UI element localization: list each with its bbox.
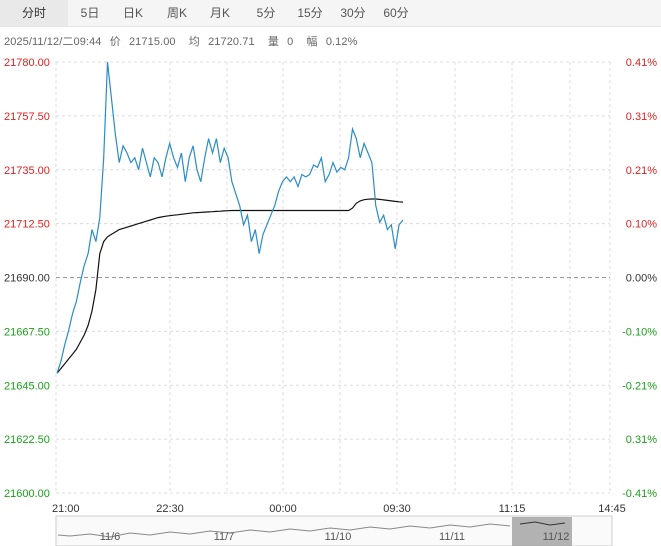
period-tabbar: 分时 5日 日K 周K 月K 5分 15分 30分 60分 bbox=[0, 0, 661, 27]
price-value: 21715.00 bbox=[128, 36, 176, 48]
navigator-current-line bbox=[519, 521, 566, 526]
tab-4[interactable]: 月K bbox=[209, 6, 230, 20]
y-tick-left: 21780.00 bbox=[4, 57, 50, 69]
x-tick: 22:30 bbox=[156, 503, 184, 515]
y-tick-right: 0.31% bbox=[626, 434, 657, 446]
change-label: 幅 bbox=[306, 36, 318, 48]
tab-0[interactable]: 分时 bbox=[0, 0, 68, 26]
y-tick-right: 0.31% bbox=[626, 111, 657, 123]
y-tick-left: 21645.00 bbox=[4, 380, 50, 392]
navigator-window bbox=[512, 517, 572, 546]
tab-8[interactable]: 60分 bbox=[383, 6, 409, 20]
volume-label: 量 bbox=[267, 36, 280, 48]
series-lines bbox=[56, 61, 404, 374]
y-tick-right: 0.41% bbox=[626, 57, 657, 69]
x-tick: 00:00 bbox=[269, 503, 297, 515]
navigator-date-label: 11/10 bbox=[325, 531, 352, 543]
y-tick-right: -0.10% bbox=[622, 326, 657, 338]
navigator-date-label: 11/6 bbox=[100, 531, 121, 543]
tab-5[interactable]: 5分 bbox=[256, 6, 276, 20]
y-tick-left: 21600.00 bbox=[4, 488, 50, 500]
y-tick-right: -0.21% bbox=[622, 380, 657, 392]
y-tick-left: 21735.00 bbox=[4, 165, 50, 177]
volume-value: 0 bbox=[287, 36, 294, 48]
y-tick-right: 0.21% bbox=[626, 165, 657, 177]
range-navigator[interactable]: 11/6 11/7 11/10 11/11 11/12 bbox=[55, 515, 613, 546]
y-tick-right: 0.10% bbox=[626, 219, 657, 231]
right-percent-axis: 0.41% 0.31% 0.21% 0.10% 0.00% -0.10% -0.21% 0.3… bbox=[622, 57, 657, 500]
y-tick-right: -0.41% bbox=[622, 488, 657, 500]
tab-6[interactable]: 15分 bbox=[297, 6, 323, 20]
y-tick-left: 21757.50 bbox=[4, 111, 50, 123]
navigator-date-label: 11/12 bbox=[543, 531, 570, 543]
x-tick: 21:00 bbox=[52, 503, 80, 515]
y-tick-left: 21712.50 bbox=[4, 219, 50, 231]
quote-info-bar: 2025/11/12/二09:44 价 21715.00 均 21720.71 … bbox=[4, 33, 368, 49]
time-axis: 21:00 22:30 00:00 09:30 11:15 14:45 bbox=[52, 503, 626, 515]
tab-3[interactable]: 周K bbox=[166, 6, 187, 20]
x-tick: 14:45 bbox=[598, 503, 626, 515]
price-line bbox=[56, 61, 404, 374]
avg-label: 均 bbox=[188, 36, 200, 48]
navigator-date-label: 11/7 bbox=[214, 531, 235, 543]
tab-1[interactable]: 5日 bbox=[80, 6, 100, 20]
left-price-axis: 21780.00 21757.50 21735.00 21712.50 21690.00… bbox=[4, 57, 50, 500]
y-tick-left: 21622.50 bbox=[4, 434, 50, 446]
avg-value: 21720.71 bbox=[208, 36, 255, 48]
change-value: 0.12% bbox=[325, 36, 358, 48]
tab-2[interactable]: 日K bbox=[122, 6, 143, 20]
x-tick: 11:15 bbox=[499, 503, 526, 515]
y-tick-left: 21690.00 bbox=[4, 273, 50, 285]
tab-7[interactable]: 30分 bbox=[340, 6, 366, 20]
y-tick-left: 21667.50 bbox=[4, 326, 50, 338]
price-label: 价 bbox=[109, 36, 121, 48]
navigator-overview-line bbox=[57, 523, 511, 538]
average-line bbox=[56, 198, 404, 374]
y-tick-right: 0.00% bbox=[626, 273, 657, 285]
grid-lines bbox=[55, 61, 611, 494]
navigator-date-label: 11/11 bbox=[439, 531, 465, 543]
x-tick: 09:30 bbox=[383, 503, 411, 515]
datetime: 2025/11/12/二09:44 bbox=[4, 36, 102, 48]
